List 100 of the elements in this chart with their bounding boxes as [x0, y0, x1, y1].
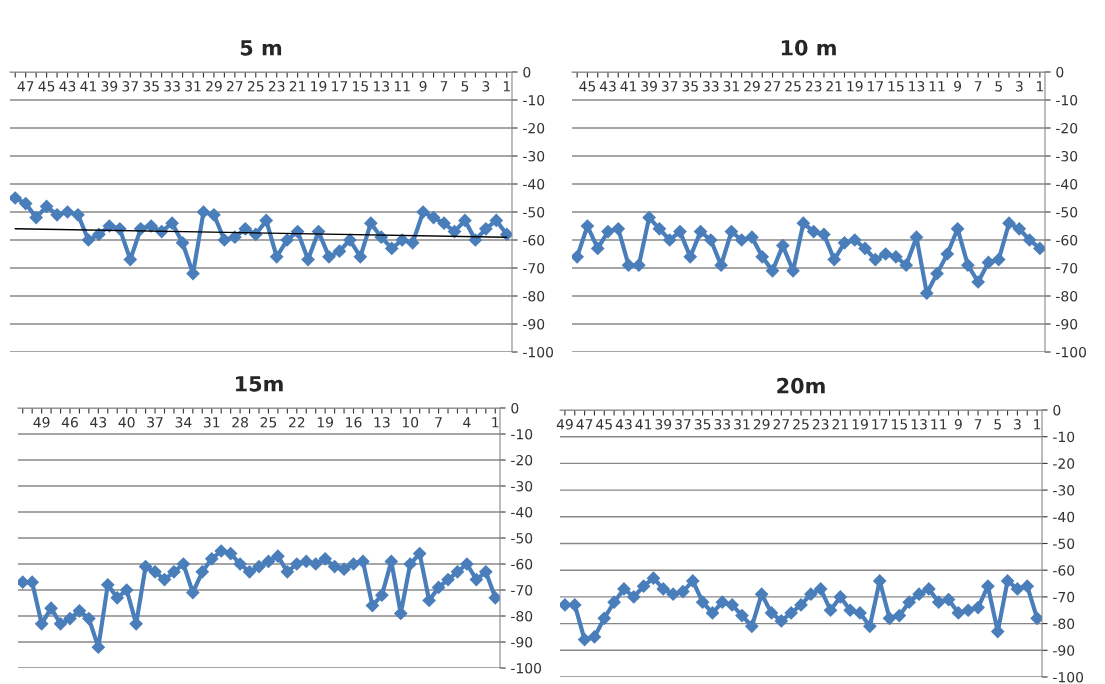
point	[662, 233, 677, 247]
y-tick-label: -60	[511, 558, 533, 570]
y-tick-label: -100	[1056, 346, 1087, 358]
point	[353, 249, 368, 264]
x-tick-label: 11	[931, 419, 947, 430]
point	[676, 584, 690, 599]
point	[847, 233, 862, 247]
point	[214, 544, 229, 558]
point	[405, 235, 420, 250]
point	[1022, 233, 1037, 247]
point	[217, 233, 232, 247]
x-tick-label: 49	[556, 419, 573, 430]
point	[204, 551, 219, 566]
point	[259, 213, 274, 228]
y-tick-label: -30	[1053, 485, 1075, 496]
point	[922, 582, 936, 596]
x-tick-label: 9	[954, 419, 962, 430]
y-tick-label: -20	[523, 122, 545, 134]
point	[764, 606, 779, 620]
x-tick-label: 15	[888, 81, 904, 92]
x-tick-label: 27	[764, 81, 781, 92]
x-tick-label: 21	[826, 81, 842, 92]
point	[868, 252, 883, 267]
x-tick-label: 3	[1014, 419, 1021, 430]
point	[607, 595, 621, 610]
point	[725, 598, 740, 612]
x-tick-label: 1	[1036, 81, 1043, 92]
point	[63, 611, 77, 626]
x-tick-label: 19	[311, 81, 327, 92]
y-tick-label: -40	[1056, 178, 1078, 190]
x-tick-label: 3	[482, 81, 490, 92]
y-tick-label: -20	[1053, 458, 1075, 469]
point	[577, 632, 592, 647]
point	[365, 598, 380, 613]
point	[961, 258, 975, 273]
point	[227, 230, 242, 245]
x-tick-label: 33	[714, 419, 731, 430]
x-tick-label: 45	[596, 419, 612, 430]
point	[626, 590, 641, 604]
x-tick-label: 23	[812, 419, 829, 430]
point	[827, 252, 842, 267]
x-tick-label: 41	[620, 81, 637, 92]
point	[590, 241, 605, 256]
y-tick-label: -40	[511, 506, 533, 518]
x-tick-label: 17	[872, 419, 888, 430]
point	[478, 564, 493, 579]
x-tick-label: 21	[832, 419, 848, 430]
point	[931, 595, 946, 610]
point	[734, 233, 749, 247]
point	[346, 557, 361, 571]
x-tick-label: 35	[143, 81, 159, 92]
y-tick-label: -80	[1056, 290, 1078, 302]
point	[280, 233, 295, 247]
point	[102, 219, 117, 233]
x-tick-label: 7	[974, 419, 982, 430]
point	[656, 582, 671, 596]
x-tick-label: 31	[203, 417, 220, 428]
x-tick-label: 17	[868, 81, 883, 92]
point	[207, 207, 221, 222]
x-tick-label: 28	[232, 417, 248, 428]
x-tick-label: 13	[911, 419, 927, 430]
point	[806, 224, 821, 239]
x-tick-label: 25	[793, 419, 809, 430]
point	[951, 606, 966, 620]
point	[384, 241, 399, 256]
point	[715, 595, 730, 610]
y-tick-label: 0	[1053, 404, 1061, 416]
point	[123, 252, 138, 267]
point	[892, 608, 907, 623]
y-tick-label: -40	[523, 178, 545, 190]
x-tick-label: 25	[247, 81, 264, 92]
y-tick-label: -70	[1056, 262, 1078, 274]
point	[468, 233, 483, 247]
x-tick-label: 45	[38, 81, 55, 92]
point	[971, 600, 985, 615]
point	[930, 266, 944, 281]
x-tick-label: 9	[419, 81, 427, 92]
x-tick-label: 19	[852, 419, 868, 430]
y-tick-label: -30	[523, 150, 545, 162]
point	[322, 249, 336, 264]
x-tick-label: 31	[185, 81, 201, 92]
x-tick-label: 4	[463, 417, 471, 428]
point	[489, 213, 504, 228]
x-tick-label: 1	[1034, 419, 1041, 430]
x-tick-label: 7	[440, 81, 448, 92]
point	[458, 213, 472, 228]
point	[580, 219, 595, 233]
x-tick-label: 47	[17, 81, 34, 92]
x-tick-label: 25	[785, 81, 801, 92]
point	[572, 249, 585, 264]
point	[82, 611, 96, 626]
x-tick-label: 19	[847, 81, 863, 92]
x-tick-label: 37	[122, 81, 138, 92]
y-tick-label: -50	[1056, 206, 1078, 218]
point	[332, 244, 347, 259]
point	[195, 564, 210, 579]
point	[1020, 579, 1035, 594]
point	[478, 221, 493, 236]
y-tick-label: -90	[511, 636, 533, 648]
y-tick-label: -50	[511, 532, 533, 544]
